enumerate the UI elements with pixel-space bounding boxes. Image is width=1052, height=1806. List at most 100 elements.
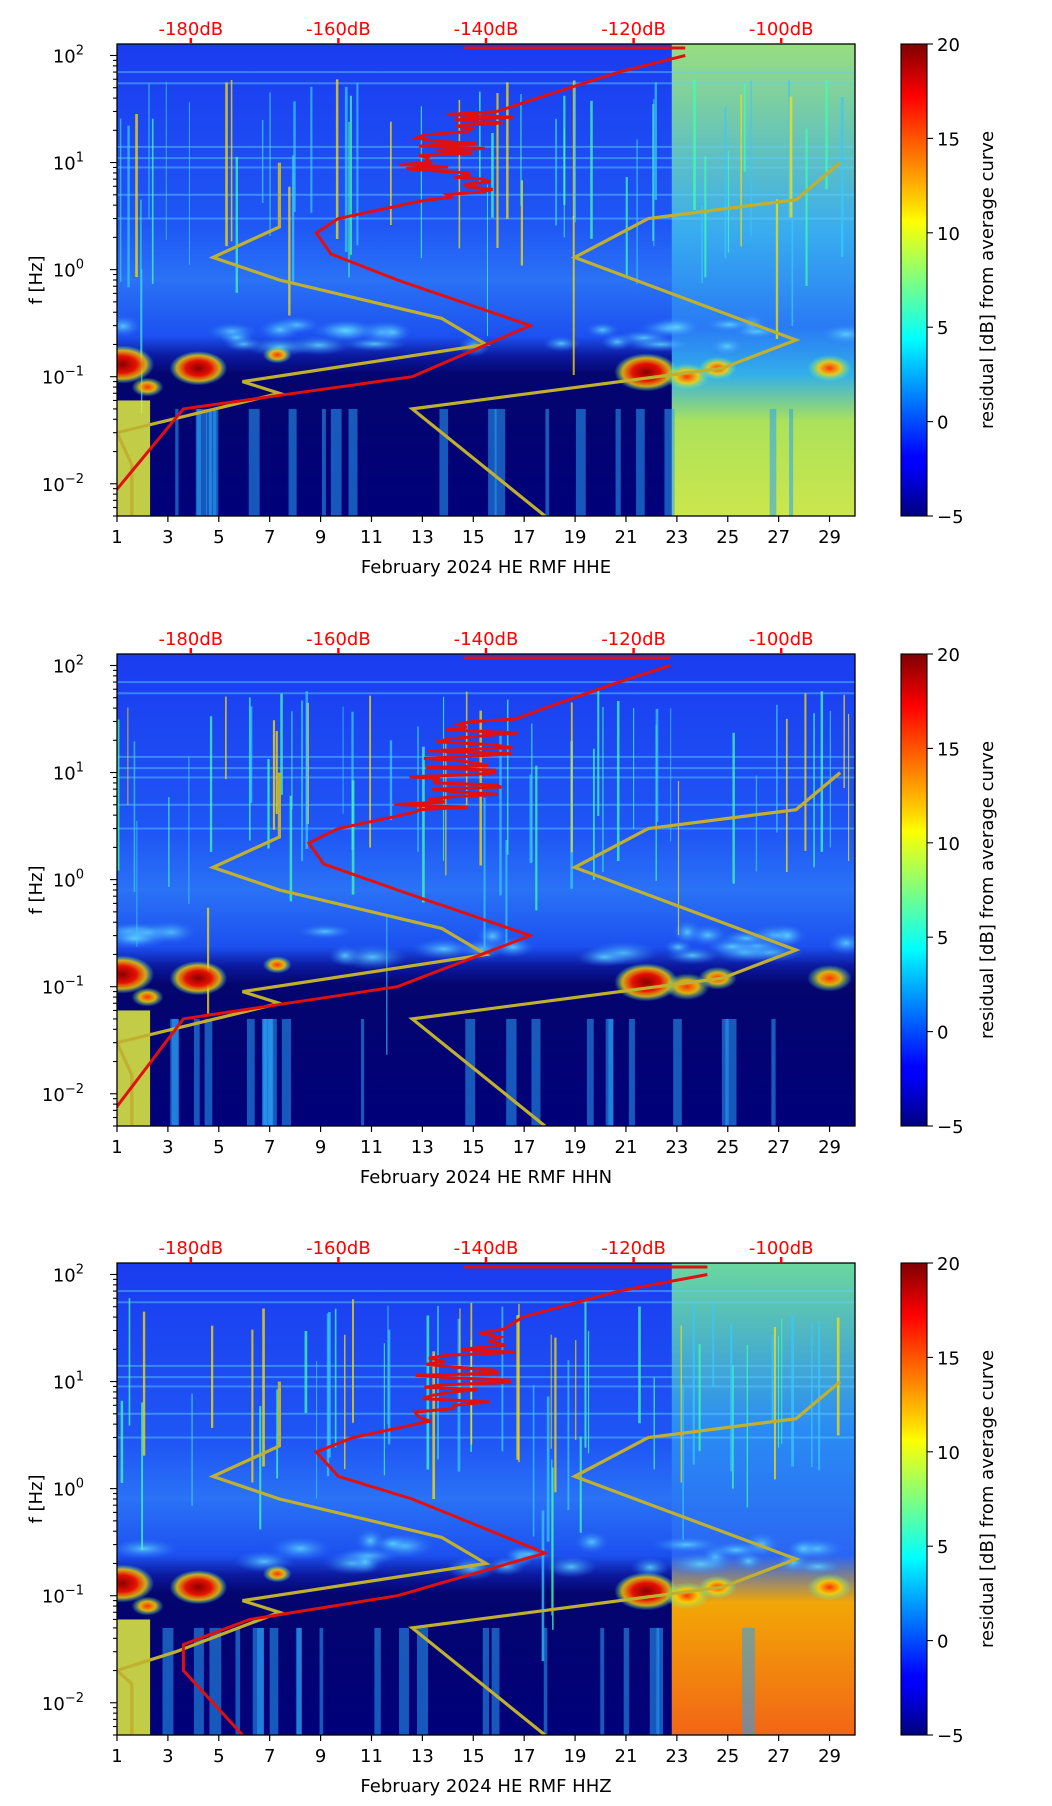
spectral-line <box>117 157 855 160</box>
y-tick-base: 10 <box>53 1265 76 1286</box>
y-tick-exponent: 2 <box>76 43 84 58</box>
colorbar-tick-label: 0 <box>937 1632 948 1653</box>
x-tick-label: 7 <box>264 1746 275 1767</box>
spectrogram-image <box>117 654 855 1126</box>
colorbar-label: residual [dB] from average curve <box>977 741 998 1039</box>
microseism-patch <box>545 1555 598 1578</box>
x-tick-label: 21 <box>615 1137 638 1158</box>
colorbar-tick-label: 0 <box>937 1023 948 1044</box>
residual-hotspot <box>131 377 164 397</box>
low-frequency-column <box>269 1627 279 1735</box>
x-tick-label: 15 <box>462 527 485 548</box>
colorbar-tick-label: 5 <box>937 318 948 339</box>
colorbar-tick-label: 10 <box>937 224 960 245</box>
x-tick-label: 29 <box>818 527 841 548</box>
colorbar-tick-label: −5 <box>937 1117 964 1138</box>
spectral-line <box>117 217 855 220</box>
colorbar-gradient <box>900 43 928 517</box>
y-tick-label: 10−2 <box>42 1691 84 1715</box>
residual-hotspot <box>807 1573 852 1601</box>
y-tick-label: 101 <box>53 151 84 175</box>
x-tick-label: 11 <box>360 527 383 548</box>
bright-block-region <box>671 1263 855 1735</box>
low-frequency-column <box>600 1627 605 1735</box>
spectrogram-panel-hhz: 1 3 5 7 9 11 13 15 17 19 21 23 25 27 2910−210−11001011… <box>26 1238 998 1797</box>
residual-hotspot <box>262 346 292 364</box>
spectrogram-panel-hhn: 1 3 5 7 9 11 13 15 17 19 21 23 25 27 2910−210−11001011… <box>26 629 998 1188</box>
spectral-line <box>117 1364 855 1367</box>
y-tick-base: 10 <box>42 978 65 999</box>
residual-hotspot <box>117 955 155 994</box>
y-tick-label: 10−2 <box>42 1082 84 1106</box>
low-frequency-column <box>281 1018 291 1126</box>
low-frequency-column <box>246 1018 255 1126</box>
colorbar-tick-label: 15 <box>937 129 960 150</box>
spectral-line <box>117 803 855 806</box>
low-frequency-column <box>439 408 449 516</box>
low-frequency-column <box>162 1627 174 1735</box>
microseism-patch <box>707 336 747 357</box>
residual-hotspot <box>169 351 228 386</box>
x-tick-label: 5 <box>213 1746 224 1767</box>
colorbar-tick-label: 5 <box>937 1537 948 1558</box>
low-frequency-column <box>297 1627 302 1735</box>
model-curve-low <box>117 162 491 516</box>
low-frequency-column <box>742 1627 750 1735</box>
low-frequency-column <box>628 1018 635 1126</box>
microseism-patch <box>625 337 697 352</box>
x-tick-label: 13 <box>411 527 434 548</box>
spectral-line <box>117 1301 855 1304</box>
low-frequency-column <box>543 1627 548 1735</box>
x-tick-label: 29 <box>818 1137 841 1158</box>
y-tick-exponent: −2 <box>65 1691 84 1706</box>
microseism-patch <box>730 324 784 340</box>
x-axis-label: February 2024 HE RMF HHN <box>360 1167 612 1188</box>
x-tick-label: 23 <box>665 1746 688 1767</box>
low-frequency-column <box>586 1018 594 1126</box>
low-frequency-column <box>636 408 645 516</box>
y-tick-label: 10−1 <box>42 975 84 999</box>
low-frequency-column <box>330 408 342 516</box>
microseism-patch <box>117 928 169 949</box>
colorbar: −5 0 5 10 15 20 residual [dB] from average cur… <box>900 645 998 1138</box>
x-tick-label: 21 <box>615 1746 638 1767</box>
y-tick-base: 10 <box>42 475 65 496</box>
y-tick-base: 10 <box>42 1085 65 1106</box>
x-tick-label: 27 <box>767 527 790 548</box>
low-frequency-column <box>721 1018 729 1126</box>
low-frequency-column <box>195 408 207 516</box>
y-tick-label: 102 <box>53 1262 84 1286</box>
top-db-tick-label: -100dB <box>749 19 814 40</box>
low-frequency-column <box>209 408 219 516</box>
spectrogram-panel-hhe: 1 3 5 7 9 11 13 15 17 19 21 23 25 27 2910−210−11001011… <box>26 19 998 578</box>
colorbar-tick-label: −5 <box>937 507 964 528</box>
y-tick-exponent: −1 <box>65 365 84 380</box>
y-tick-base: 10 <box>53 871 76 892</box>
y-axis-label: f [Hz] <box>26 865 47 914</box>
x-tick-label: 25 <box>716 527 739 548</box>
top-db-tick-label: -100dB <box>749 629 814 650</box>
microseism-patch <box>309 319 381 341</box>
x-tick-label: 29 <box>818 1746 841 1767</box>
x-tick-label: 15 <box>462 1746 485 1767</box>
microseism-patch <box>328 945 361 967</box>
low-frequency-column <box>175 408 179 516</box>
top-db-tick-label: -160dB <box>306 629 371 650</box>
microseism-patch <box>663 939 693 955</box>
y-tick-base: 10 <box>42 368 65 389</box>
colorbar-tick-label: −5 <box>937 1726 964 1747</box>
x-tick-label: 11 <box>360 1746 383 1767</box>
x-tick-label: 9 <box>315 1137 326 1158</box>
model-curve-high <box>408 161 842 516</box>
y-tick-exponent: 0 <box>76 1477 84 1492</box>
low-frequency-band <box>117 400 151 516</box>
x-tick-label: 17 <box>513 1746 536 1767</box>
y-tick-exponent: 1 <box>76 761 84 776</box>
colorbar-tick-label: 15 <box>937 1348 960 1369</box>
spectral-line <box>117 145 855 148</box>
low-frequency-column <box>789 408 794 516</box>
low-frequency-column <box>664 408 675 516</box>
microseism-patch <box>827 931 855 955</box>
y-tick-label: 100 <box>53 868 84 892</box>
